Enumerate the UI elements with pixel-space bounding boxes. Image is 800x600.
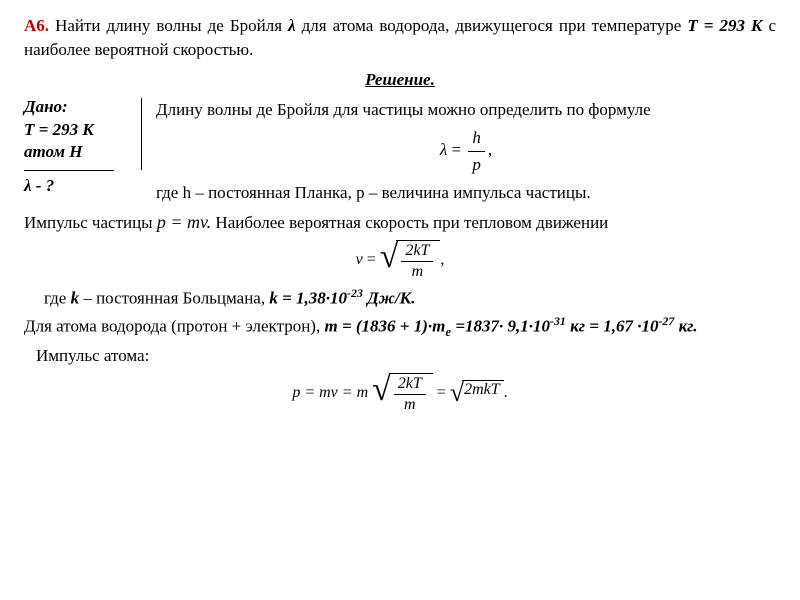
eq1-num: h (468, 126, 485, 152)
mass-line-a: Для атома водорода (протон + электрон), (24, 317, 324, 336)
equation-vprob: v = √ 2kT m , (24, 240, 776, 281)
problem-number: А6. (24, 16, 49, 35)
eq1-lhs: λ (440, 140, 447, 159)
momentum-label: Импульс частицы (24, 213, 157, 232)
lambda-symbol: λ (288, 16, 296, 35)
eq2-num: 2kT (401, 242, 433, 262)
where-k-unit: Дж/К. (363, 289, 416, 308)
mass-expr-4: кг. (674, 317, 697, 336)
eq2-lhs: v (356, 251, 363, 268)
eq3-radicand-1: 2kT m (389, 373, 433, 414)
prob-speed-text: Наиболее вероятная скорость при тепловом… (215, 213, 608, 232)
given-line-2: атом H (24, 141, 134, 164)
mass-expr-2: =1837· 9,1·10 (451, 317, 550, 336)
mass-exp-1: -31 (550, 314, 566, 328)
eq3-equals-mid: = (437, 384, 450, 401)
eq2-fraction: 2kT m (401, 242, 433, 281)
formula-text-block: Длину волны де Бройля для частицы можно … (142, 96, 776, 208)
problem-statement: А6. Найти длину волны де Бройля λ для ат… (24, 14, 776, 62)
given-label: Дано: (24, 96, 134, 119)
atom-momentum-label: Импульс атома: (24, 344, 776, 369)
problem-text-1: Найти длину волны де Бройля (49, 16, 288, 35)
eq3-sqrt-1: √ 2kT m (372, 373, 433, 414)
temperature-expr: T = 293 K (687, 16, 762, 35)
eq2-equals: = (367, 251, 380, 268)
eq1-fraction: h p (468, 126, 485, 177)
solution-header: Решение. (24, 70, 776, 90)
momentum-line: Импульс частицы p = mv. Наиболее вероятн… (24, 209, 776, 236)
mass-expr-3: кг = 1,67 ·10 (566, 317, 659, 336)
where-k-sym: k (71, 289, 80, 308)
given-find: λ - ? (24, 175, 134, 198)
mass-exp-2: -27 (658, 314, 674, 328)
eq3-num: 2kT (394, 375, 426, 395)
eq2-sqrt: √ 2kT m (380, 240, 441, 281)
eq2-radicand: 2kT m (396, 240, 440, 281)
given-line-1: T = 293 K (24, 119, 134, 142)
page-root: А6. Найти длину волны де Бройля λ для ат… (0, 0, 800, 428)
where-k-exp: -23 (347, 286, 363, 300)
given-and-formula-row: Дано: T = 293 K атом H λ - ? Длину волны… (24, 96, 776, 208)
eq2-den: m (401, 262, 433, 281)
given-vertical-bar (141, 98, 142, 170)
eq2-comma: , (440, 251, 444, 268)
problem-text-2: для атома водорода, движущегося при темп… (296, 16, 688, 35)
eq3-den: m (394, 395, 426, 414)
eq3-radicand-2: 2mkT (462, 380, 504, 406)
where-k-rest: – постоянная Больцмана, (79, 289, 269, 308)
eq3-lhs: p = mv = m (292, 384, 368, 401)
where-h-p: где h – постоянная Планка, p – величина … (156, 181, 776, 206)
where-k-line: где k – постоянная Больцмана, k = 1,38·1… (24, 285, 776, 311)
given-block: Дано: T = 293 K атом H λ - ? (24, 96, 142, 199)
mass-expr-1: m = (1836 + 1)·m (324, 317, 445, 336)
where-k-value: k = 1,38·10 (269, 289, 347, 308)
eq3-sqrt-2: √ 2mkT (450, 380, 504, 406)
para-debroglie: Длину волны де Бройля для частицы можно … (156, 98, 776, 123)
eq1-den: p (468, 152, 485, 177)
equation-lambda: λ = h p , (156, 126, 776, 177)
eq1-equals: = (452, 140, 466, 159)
eq1-comma: , (488, 140, 492, 159)
mass-line: Для атома водорода (протон + электрон), … (24, 313, 776, 342)
equation-p: p = mv = m √ 2kT m = √ 2mkT . (24, 373, 776, 414)
given-horizontal-bar (24, 170, 114, 171)
eq3-fraction: 2kT m (394, 375, 426, 414)
eq3-period: . (504, 384, 508, 401)
where-k-pre: где (44, 289, 71, 308)
momentum-expr: p = mv. (157, 212, 211, 232)
